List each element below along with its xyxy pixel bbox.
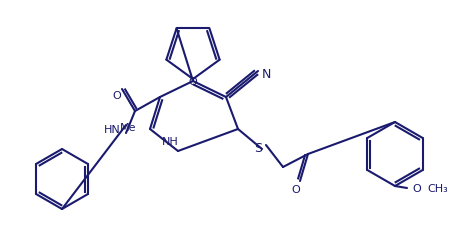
Text: O: O xyxy=(411,183,420,193)
Text: NH: NH xyxy=(161,136,178,146)
Text: CH₃: CH₃ xyxy=(426,183,447,193)
Text: Me: Me xyxy=(119,122,136,132)
Text: HN: HN xyxy=(103,124,120,134)
Text: O: O xyxy=(188,77,197,87)
Text: O: O xyxy=(112,91,121,101)
Text: O: O xyxy=(291,184,300,194)
Text: S: S xyxy=(253,141,262,154)
Text: N: N xyxy=(261,67,270,80)
